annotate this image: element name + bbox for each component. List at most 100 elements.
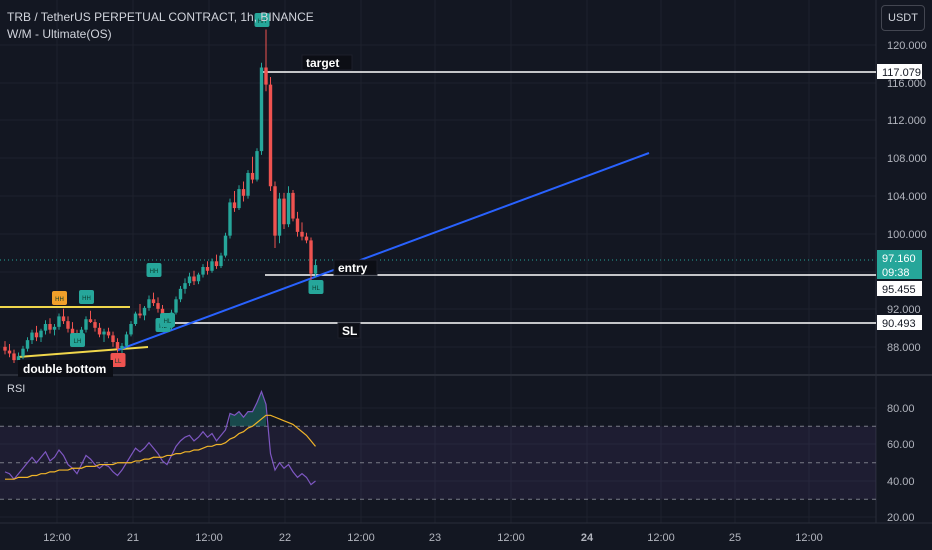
price-tick-label: 92.000 xyxy=(887,304,921,316)
candle-body xyxy=(201,267,205,275)
candle-body xyxy=(313,265,318,274)
candle-body xyxy=(282,198,286,225)
rsi-label: RSI xyxy=(7,383,26,395)
pivot-marker xyxy=(52,291,67,305)
candle-body xyxy=(223,235,228,256)
price-tick-label: 100.000 xyxy=(887,229,927,241)
candle-body xyxy=(241,189,246,196)
candle-body xyxy=(277,198,282,236)
candle-body xyxy=(210,261,214,271)
symbol-title: TRB / TetherUS PERPETUAL CONTRACT, 1h, B… xyxy=(7,10,314,24)
target-label: target xyxy=(306,56,339,70)
time-tick-label: 24 xyxy=(581,532,594,544)
candle-body xyxy=(174,299,178,313)
time-tick-label: 12:00 xyxy=(43,532,71,544)
price-tick-label: 104.000 xyxy=(887,191,927,203)
time-tick-label: 12:00 xyxy=(795,532,823,544)
rsi-ma-line xyxy=(5,414,316,480)
price-label-box xyxy=(877,250,922,265)
pivot-marker xyxy=(110,353,126,367)
time-tick-label: 12:00 xyxy=(195,532,223,544)
candle-body xyxy=(66,321,70,329)
candle-body xyxy=(156,303,160,309)
candle-body xyxy=(286,192,291,225)
rsi-tick-label: 40.00 xyxy=(887,476,915,488)
price-label-sl-line: 90.493 xyxy=(882,318,916,330)
candle-body xyxy=(43,324,48,331)
candle-body xyxy=(295,218,300,232)
candle-body xyxy=(70,328,75,334)
pivot-marker-label: HH xyxy=(55,297,64,303)
entry-label-bg xyxy=(333,259,378,276)
candle-body xyxy=(268,84,273,187)
pivot-marker xyxy=(160,313,175,327)
candle-body xyxy=(97,327,102,335)
price-label-box xyxy=(877,264,922,279)
candle-body xyxy=(30,332,34,341)
candle-body xyxy=(111,335,115,343)
candle-body xyxy=(300,231,304,237)
price-tick-label: 116.000 xyxy=(887,78,926,90)
support-line xyxy=(17,346,149,358)
target-label-bg xyxy=(301,54,353,71)
candle-body xyxy=(219,255,223,267)
pivot-marker xyxy=(79,290,94,304)
pivot-marker-label: HH xyxy=(258,19,267,25)
pivot-marker-label: HL xyxy=(312,286,320,292)
time-tick-label: 12:00 xyxy=(347,532,375,544)
candle-body xyxy=(52,326,57,330)
time-tick-label: 12:00 xyxy=(497,532,525,544)
pivot-marker xyxy=(254,13,270,27)
time-tick-label: 22 xyxy=(279,532,291,544)
rsi-tick-label: 60.00 xyxy=(887,439,915,451)
candle-body xyxy=(102,331,106,335)
price-label-box xyxy=(877,315,922,330)
pivot-marker xyxy=(146,263,162,277)
candle-body xyxy=(187,276,192,284)
candle-body xyxy=(291,192,295,219)
pivot-marker-label: HH xyxy=(150,269,159,275)
candle-body xyxy=(7,350,12,354)
candle-body xyxy=(120,345,124,349)
candle-body xyxy=(129,324,133,335)
sl-label-bg xyxy=(337,322,361,339)
time-tick-label: 25 xyxy=(729,532,741,544)
rsi-tick-label: 80.00 xyxy=(887,403,915,415)
candle-body xyxy=(259,67,264,152)
candle-body xyxy=(147,299,151,308)
price-tick-label: 112.000 xyxy=(887,115,926,127)
price-tick-label: 88.000 xyxy=(887,342,921,354)
price-label-countdown: 09:38 xyxy=(882,267,910,279)
pattern-label: double bottom xyxy=(23,362,106,376)
time-tick-label: 23 xyxy=(429,532,441,544)
candle-body xyxy=(133,313,138,324)
candle-body xyxy=(3,346,7,351)
candle-body xyxy=(246,172,250,196)
candle-body xyxy=(142,307,147,316)
indicator-name: W/M - Ultimate(OS) xyxy=(7,27,112,41)
pivot-marker-label: LL xyxy=(115,359,122,365)
candle-body xyxy=(21,348,25,357)
pivot-marker xyxy=(70,333,85,347)
time-tick-label: 12:00 xyxy=(647,532,675,544)
candle-body xyxy=(309,240,313,274)
pivot-marker-label: HL xyxy=(164,319,172,325)
rsi-tick-label: 20.00 xyxy=(887,512,915,524)
candle-body xyxy=(232,202,237,209)
currency-button[interactable]: USDT xyxy=(881,5,925,31)
price-label-target-line: 117.079 xyxy=(882,67,921,79)
trend-line xyxy=(117,152,650,351)
candle-body xyxy=(304,236,309,241)
candle-body xyxy=(250,172,255,180)
candle-body xyxy=(273,186,277,236)
pattern-label-bg xyxy=(18,360,113,377)
pivot-marker xyxy=(308,280,324,294)
candle-body xyxy=(205,267,210,271)
candle-body xyxy=(115,342,120,349)
candle-body xyxy=(183,283,187,289)
candle-body xyxy=(192,276,196,282)
candle-body xyxy=(12,353,16,361)
candle-body xyxy=(237,189,241,209)
price-label-entry-line: 95.455 xyxy=(882,284,916,296)
